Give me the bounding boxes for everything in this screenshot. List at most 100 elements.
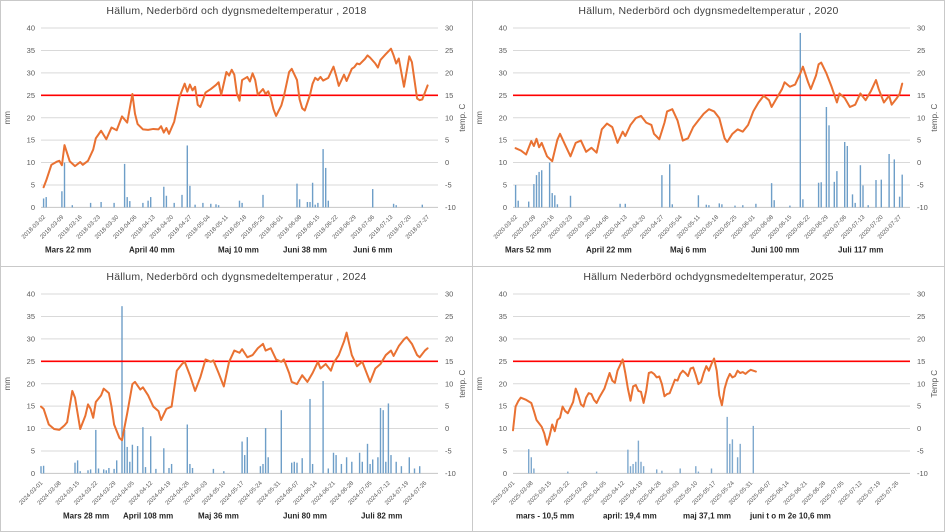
svg-text:-10: -10 xyxy=(917,203,928,212)
chart-title-2025: Hällum Nederbörd ochdygnsmedeltemperatur… xyxy=(583,270,834,283)
svg-text:Maj 6 mm: Maj 6 mm xyxy=(670,245,706,254)
month-summary-labels: Mars 52 mm April 22 mm Maj 6 mm Juni 100 mm… xyxy=(505,245,883,254)
chart-title-2024: Hällum, Nederbörd och dygnsmedeltemperat… xyxy=(106,270,367,283)
svg-text:40: 40 xyxy=(27,24,35,33)
svg-text:0: 0 xyxy=(917,158,921,167)
svg-text:juni t o m 2e 10,6 mm: juni t o m 2e 10,6 mm xyxy=(749,511,831,520)
svg-text:10: 10 xyxy=(499,158,507,167)
svg-text:10: 10 xyxy=(499,424,507,433)
precipitation-bars xyxy=(528,416,754,473)
svg-text:April 40 mm: April 40 mm xyxy=(129,245,175,254)
x-axis-labels: 2020-03-022020-03-092020-03-162020-03-23… xyxy=(493,214,903,240)
svg-text:20: 20 xyxy=(445,68,453,77)
svg-text:10: 10 xyxy=(445,113,453,122)
chart-title-2018: Hällum, Nederbörd och dygnsmedeltemperat… xyxy=(106,5,367,17)
svg-text:15: 15 xyxy=(917,91,925,100)
svg-text:25: 25 xyxy=(499,91,507,100)
svg-text:-10: -10 xyxy=(445,203,456,212)
svg-text:5: 5 xyxy=(31,446,35,455)
right-axis-title: temp. C xyxy=(930,103,939,131)
left-axis-title: mm xyxy=(475,111,484,125)
x-axis-labels: 2024-03-012024-03-082024-03-152024-03-22… xyxy=(18,480,428,506)
svg-text:Juni 6 mm: Juni 6 mm xyxy=(353,245,393,254)
month-summary-labels: mars - 10,5 mm april: 19,4 mm maj 37,1 mm j… xyxy=(516,511,831,520)
right-axis-title: temp. C xyxy=(458,103,467,131)
svg-text:5: 5 xyxy=(917,136,921,145)
svg-text:35: 35 xyxy=(499,312,507,321)
svg-text:15: 15 xyxy=(27,136,35,145)
svg-text:0: 0 xyxy=(917,424,921,433)
x-axis-labels: 2018-03-022018-03-092018-03-162018-03-23… xyxy=(21,214,431,240)
svg-text:30: 30 xyxy=(445,24,453,33)
plot-area-2018: 0 -10 5 -5 10 0 15 5 20 10 25 15 30 20 35 25 40 30 mm temp.… xyxy=(3,24,467,255)
svg-text:35: 35 xyxy=(27,312,35,321)
svg-text:35: 35 xyxy=(27,46,35,55)
left-axis-title: mm xyxy=(3,376,12,390)
svg-text:0: 0 xyxy=(445,158,449,167)
svg-text:10: 10 xyxy=(917,113,925,122)
svg-text:april: 19,4 mm: april: 19,4 mm xyxy=(603,511,657,520)
svg-text:-5: -5 xyxy=(445,446,452,455)
svg-text:5: 5 xyxy=(31,181,35,190)
y-axis-labels: 0 -10 5 -5 10 0 15 5 20 10 25 15 30 20 35 25 40 30 xyxy=(27,24,456,212)
svg-text:5: 5 xyxy=(917,401,921,410)
svg-text:30: 30 xyxy=(917,289,925,298)
y-axis-labels: 0 -10 5 -5 10 0 15 5 20 10 25 15 30 20 35 25 40 30 xyxy=(27,289,456,477)
svg-text:25: 25 xyxy=(917,312,925,321)
svg-text:mars - 10,5 mm: mars - 10,5 mm xyxy=(516,511,574,520)
svg-text:25: 25 xyxy=(27,91,35,100)
svg-text:25: 25 xyxy=(917,46,925,55)
temperature-line xyxy=(42,47,429,189)
y-axis-labels: 0 -10 5 -5 10 0 15 5 20 10 25 15 30 20 35 25 40 30 xyxy=(499,289,928,477)
svg-text:-10: -10 xyxy=(445,468,456,477)
svg-text:30: 30 xyxy=(27,68,35,77)
svg-text:40: 40 xyxy=(27,289,35,298)
svg-text:25: 25 xyxy=(27,356,35,365)
precipitation-bars xyxy=(514,32,903,208)
chart-panel-2018: Hällum, Nederbörd och dygnsmedeltemperat… xyxy=(1,1,472,266)
svg-text:Juli 117 mm: Juli 117 mm xyxy=(838,245,883,254)
svg-text:40: 40 xyxy=(499,289,507,298)
svg-text:25: 25 xyxy=(499,356,507,365)
svg-text:30: 30 xyxy=(27,334,35,343)
svg-text:5: 5 xyxy=(503,446,507,455)
svg-text:-5: -5 xyxy=(445,181,452,190)
x-axis-labels: 2025-03-012025-03-082025-03-152025-03-22… xyxy=(490,480,900,506)
svg-text:0: 0 xyxy=(503,203,507,212)
svg-text:5: 5 xyxy=(445,401,449,410)
y-axis-labels: 0 -10 5 -5 10 0 15 5 20 10 25 15 30 20 35 25 40 30 xyxy=(499,24,928,212)
left-axis-title: mm xyxy=(475,376,484,390)
svg-text:30: 30 xyxy=(499,68,507,77)
month-summary-labels: Mars 22 mm April 40 mm Maj 10 mm Juni 38 mm… xyxy=(45,245,393,254)
precipitation-bars xyxy=(42,145,423,208)
plot-area-2020: 0 -10 5 -5 10 0 15 5 20 10 25 15 30 20 35 25 40 30 mm temp.… xyxy=(475,24,939,255)
right-axis-title: temp. C xyxy=(458,369,467,397)
svg-text:Juni 38 mm: Juni 38 mm xyxy=(283,245,327,254)
svg-text:10: 10 xyxy=(445,379,453,388)
plot-area-2025: 0 -10 5 -5 10 0 15 5 20 10 25 15 30 20 35 25 40 30 mm Temp … xyxy=(475,289,939,520)
svg-text:Maj 36 mm: Maj 36 mm xyxy=(198,511,239,520)
svg-text:20: 20 xyxy=(917,68,925,77)
svg-text:0: 0 xyxy=(445,424,449,433)
svg-text:20: 20 xyxy=(27,113,35,122)
svg-text:Maj 10 mm: Maj 10 mm xyxy=(218,245,259,254)
svg-text:30: 30 xyxy=(499,334,507,343)
temperature-line xyxy=(40,331,429,441)
svg-text:5: 5 xyxy=(445,136,449,145)
svg-text:25: 25 xyxy=(445,312,453,321)
svg-text:30: 30 xyxy=(445,289,453,298)
svg-text:Mars 28 mm: Mars 28 mm xyxy=(63,511,109,520)
svg-text:Mars 22 mm: Mars 22 mm xyxy=(45,245,91,254)
svg-text:10: 10 xyxy=(917,379,925,388)
svg-text:5: 5 xyxy=(503,181,507,190)
svg-text:10: 10 xyxy=(27,424,35,433)
svg-text:0: 0 xyxy=(31,203,35,212)
svg-text:40: 40 xyxy=(499,24,507,33)
svg-text:Mars 52 mm: Mars 52 mm xyxy=(505,245,551,254)
svg-text:20: 20 xyxy=(27,379,35,388)
svg-text:20: 20 xyxy=(499,379,507,388)
svg-text:35: 35 xyxy=(499,46,507,55)
svg-text:April 108 mm: April 108 mm xyxy=(123,511,173,520)
svg-text:15: 15 xyxy=(917,356,925,365)
